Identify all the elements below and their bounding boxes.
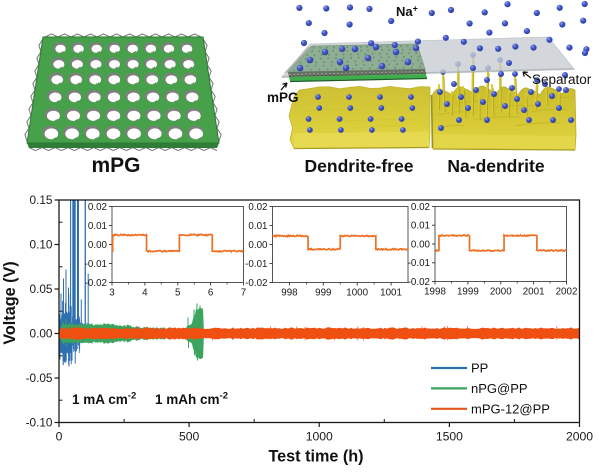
svg-text:PP: PP: [471, 361, 488, 376]
svg-text:0.05: 0.05: [30, 282, 53, 296]
svg-text:1 mA cm-2: 1 mA cm-2: [72, 391, 136, 408]
svg-text:1001: 1001: [380, 288, 402, 299]
svg-text:mPG: mPG: [267, 90, 299, 105]
svg-text:0.02: 0.02: [88, 202, 107, 213]
svg-text:1998: 1998: [424, 287, 446, 298]
svg-text:0.01: 0.01: [88, 221, 107, 232]
svg-text:0.02: 0.02: [248, 202, 267, 213]
svg-text:0.01: 0.01: [248, 221, 267, 232]
svg-text:4: 4: [142, 288, 148, 299]
svg-text:0.00: 0.00: [248, 240, 268, 251]
svg-text:0.00: 0.00: [88, 240, 108, 251]
svg-text:2002: 2002: [556, 287, 578, 298]
svg-text:0: 0: [56, 430, 63, 444]
svg-text:nPG@PP: nPG@PP: [471, 381, 528, 396]
svg-text:998: 998: [281, 288, 298, 299]
svg-text:-0.02: -0.02: [245, 278, 267, 289]
svg-text:6: 6: [208, 288, 214, 299]
svg-text:-0.10: -0.10: [26, 416, 53, 430]
svg-text:0.02: 0.02: [411, 202, 430, 213]
svg-text:3: 3: [109, 288, 115, 299]
svg-text:5: 5: [175, 288, 181, 299]
svg-text:0.00: 0.00: [411, 239, 431, 250]
svg-text:0.15: 0.15: [30, 193, 53, 207]
svg-text:Na-dendrite: Na-dendrite: [447, 156, 545, 176]
svg-text:2000: 2000: [490, 287, 512, 298]
svg-text:Separator: Separator: [532, 72, 592, 87]
svg-text:-0.02: -0.02: [85, 278, 107, 289]
svg-text:1500: 1500: [436, 430, 463, 444]
svg-text:Test time (h): Test time (h): [268, 448, 363, 466]
svg-text:Voltage (V): Voltage (V): [1, 261, 19, 344]
svg-text:7: 7: [241, 288, 246, 299]
svg-text:1000: 1000: [346, 288, 368, 299]
svg-text:Dendrite-free: Dendrite-free: [305, 156, 414, 176]
svg-text:999: 999: [315, 288, 331, 299]
svg-text:0.00: 0.00: [30, 327, 53, 341]
svg-text:1000: 1000: [306, 430, 333, 444]
svg-text:2000: 2000: [566, 430, 593, 444]
svg-text:Na+: Na+: [396, 4, 418, 20]
svg-text:0.01: 0.01: [411, 221, 430, 232]
svg-text:-0.05: -0.05: [26, 371, 53, 385]
svg-text:mPG: mPG: [91, 154, 140, 177]
svg-text:500: 500: [179, 430, 200, 444]
svg-text:-0.01: -0.01: [245, 259, 267, 270]
svg-text:2001: 2001: [523, 287, 545, 298]
svg-text:-0.02: -0.02: [408, 277, 430, 288]
svg-text:0.10: 0.10: [30, 238, 53, 252]
svg-text:-0.01: -0.01: [408, 258, 430, 269]
svg-text:1999: 1999: [457, 287, 479, 298]
svg-text:1 mAh cm-2: 1 mAh cm-2: [155, 391, 228, 408]
svg-text:mPG-12@PP: mPG-12@PP: [471, 401, 550, 416]
svg-text:-0.01: -0.01: [85, 259, 107, 270]
